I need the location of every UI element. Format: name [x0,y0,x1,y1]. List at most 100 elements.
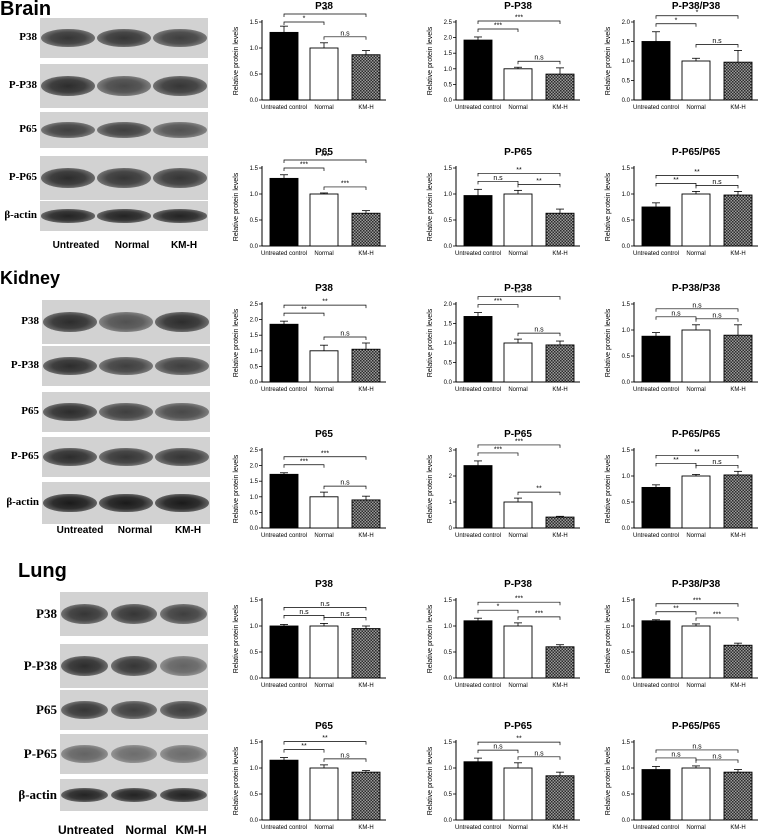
band-lane-2 [99,448,153,466]
bar-3 [545,73,575,101]
band-lane-1 [43,312,97,332]
significance-label: * [497,604,500,611]
significance-label: n.s [340,30,350,37]
bar-2 [309,193,339,247]
blot-strip [42,482,210,524]
y-tick-label: 0.0 [250,244,259,250]
y-axis-label: Relative protein levels [605,26,612,95]
x-tick-label: Untreated control [261,387,307,393]
y-tick-label: 0.5 [444,792,453,798]
y-tick-label: 0.5 [444,361,453,367]
band-lane-2 [110,604,158,624]
y-tick-label: 1.0 [250,495,259,501]
blot-row-label: P-P65 [10,450,39,463]
band-lane-3 [159,656,207,676]
significance-label: ** [536,178,542,185]
x-tick-label: Untreated control [633,387,679,393]
significance-bracket [655,308,739,312]
significance-label: ** [516,167,522,174]
y-tick-label: 0.5 [250,510,259,516]
x-tick-label: Untreated control [261,825,307,831]
significance-label: n.s [712,38,722,45]
lane-label: KM-H [175,823,207,837]
bar-3 [351,628,381,679]
x-tick-label: Untreated control [633,825,679,831]
blot-row-label: P-P38 [8,79,37,92]
bar-3 [545,775,575,821]
x-tick-label: KM-H [552,825,567,831]
x-tick-label: Untreated control [261,683,307,689]
bar-chart-brain-p-p65: P-P65 Relative protein levels 0.0 0.5 1.0 1.5… [427,147,580,257]
blot-strip [40,112,208,148]
y-tick-label: 1.0 [250,766,259,772]
y-tick-label: 1.5 [622,598,631,604]
bar-3 [351,212,381,247]
band-lane-2 [110,701,158,719]
bar-1 [641,206,671,247]
y-tick-label: 1.5 [250,740,259,746]
lane-label: Normal [125,823,167,837]
band-lane-3 [153,121,207,139]
band-lane-3 [153,76,207,96]
y-tick-label: 0.0 [622,676,631,682]
x-tick-label: Untreated control [455,105,501,111]
y-tick-label: 1.0 [444,624,453,630]
x-tick-label: KM-H [552,251,567,257]
y-tick-label: 0.0 [444,818,453,824]
significance-bracket [283,312,325,317]
y-tick-label: 1.5 [250,333,259,339]
y-axis-label: Relative protein levels [605,308,612,377]
blot-row-label: β-actin [6,496,39,509]
band-lane-2 [97,209,151,223]
lane-label: Untreated [57,823,115,837]
x-tick-label: Normal [686,533,705,539]
y-tick-label: 1.5 [622,40,631,46]
blot-strip [42,392,210,432]
significance-label: n.s [534,55,544,62]
blot-strip [60,690,208,730]
significance-bracket [477,20,561,24]
x-tick-label: Normal [314,251,333,257]
significance-bracket [695,185,739,189]
bar-chart-brain-p-p38-p38: P-P38/P38 Relative protein levels 0.0 0.5 1.… [605,1,758,111]
blot-row-label: P38 [36,606,57,622]
significance-label: * [675,17,678,24]
x-tick-label: KM-H [552,683,567,689]
y-tick-label: 0.5 [622,79,631,85]
y-tick-label: 2.5 [250,302,259,308]
significance-label: n.s [712,459,722,466]
significance-bracket [477,172,561,177]
significance-bracket [323,186,367,190]
significance-label: *** [515,596,523,603]
y-tick-label: 0.0 [444,380,453,386]
x-tick-label: KM-H [358,387,373,393]
x-tick-label: KM-H [730,683,745,689]
bar-2 [309,350,339,383]
y-tick-label: 1.5 [622,302,631,308]
bar-1 [641,335,671,383]
y-tick-label: 0.5 [444,218,453,224]
chart-title: P65 [315,721,333,732]
y-tick-label: 3 [449,448,453,454]
band-lane-3 [155,357,209,375]
y-tick-label: 0.5 [250,364,259,370]
bar-1 [269,177,299,247]
bar-2 [309,47,339,101]
significance-bracket [283,13,367,17]
bar-2 [681,625,711,679]
y-tick-label: 1.0 [444,341,453,347]
bar-1 [463,465,493,529]
bar-2 [681,329,711,383]
significance-label: n.s [712,179,722,186]
bar-2 [503,68,533,101]
significance-label: n.s [534,750,544,757]
significance-label: ** [322,735,328,742]
x-tick-label: Normal [686,387,705,393]
y-tick-label: 2.0 [250,464,259,470]
bar-3 [545,516,575,529]
y-axis-label: Relative protein levels [233,26,240,95]
significance-bracket [695,617,739,621]
x-tick-label: KM-H [730,251,745,257]
blot-strip [60,644,208,688]
bar-chart-brain-p65: P65 Relative protein levels 0.0 0.5 1.0 1.5 Un… [233,147,386,257]
